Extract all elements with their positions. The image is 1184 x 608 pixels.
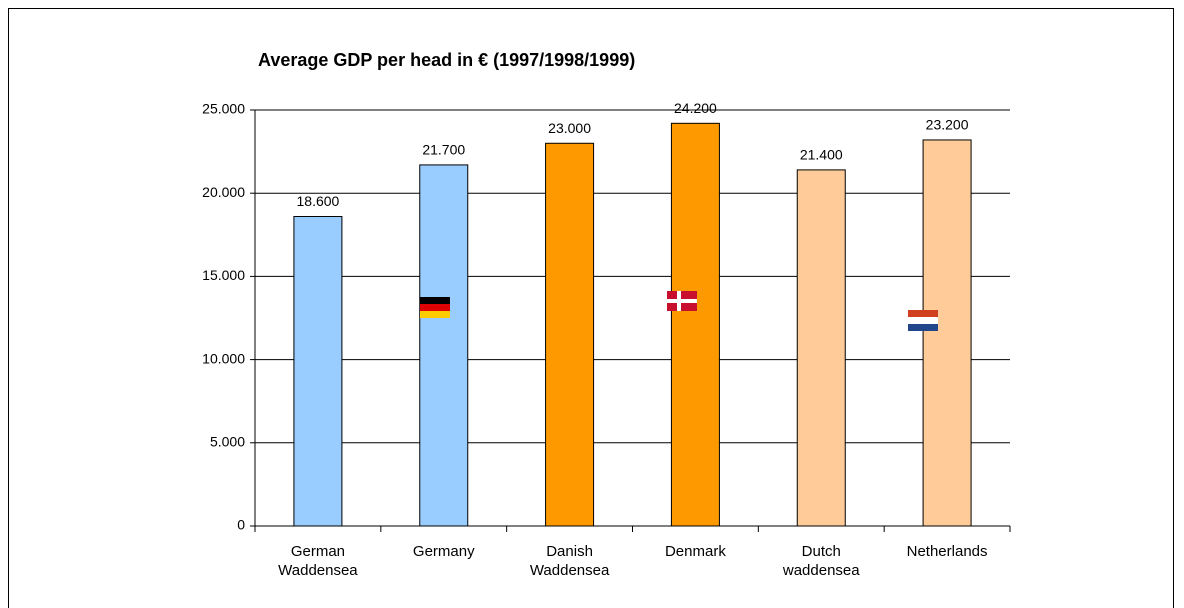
bar bbox=[922, 139, 972, 527]
data-label: 21.400 bbox=[800, 147, 843, 163]
chart-title: Average GDP per head in € (1997/1998/199… bbox=[258, 50, 636, 70]
bar bbox=[419, 164, 469, 527]
flag-netherlands bbox=[908, 310, 938, 331]
x-tick-label: Netherlands bbox=[906, 543, 988, 560]
y-tick-label: 20.000 bbox=[202, 184, 245, 200]
bar bbox=[796, 169, 846, 527]
y-tick-label: 5.000 bbox=[210, 434, 245, 450]
chart-frame bbox=[8, 8, 1174, 608]
x-tick-label: Dutch waddensea bbox=[782, 543, 860, 579]
bar bbox=[545, 142, 595, 527]
x-tick-label: Denmark bbox=[664, 543, 726, 560]
y-tick-label: 0 bbox=[237, 517, 245, 533]
data-label: 21.700 bbox=[422, 142, 465, 158]
bar bbox=[293, 215, 343, 527]
bar bbox=[670, 122, 720, 527]
data-label: 23.000 bbox=[548, 120, 591, 136]
data-label: 24.200 bbox=[674, 100, 717, 116]
y-tick-label: 15.000 bbox=[202, 267, 245, 283]
y-tick-label: 25.000 bbox=[202, 101, 245, 117]
data-label: 23.200 bbox=[926, 117, 969, 133]
y-tick-label: 10.000 bbox=[202, 350, 245, 366]
flag-germany bbox=[420, 297, 450, 318]
data-label: 18.600 bbox=[297, 193, 340, 209]
x-tick-label: Germany bbox=[412, 543, 475, 560]
x-tick-label: German Waddensea bbox=[278, 543, 358, 579]
x-tick-label: Danish Waddensea bbox=[529, 543, 610, 579]
flag-denmark bbox=[667, 291, 697, 311]
